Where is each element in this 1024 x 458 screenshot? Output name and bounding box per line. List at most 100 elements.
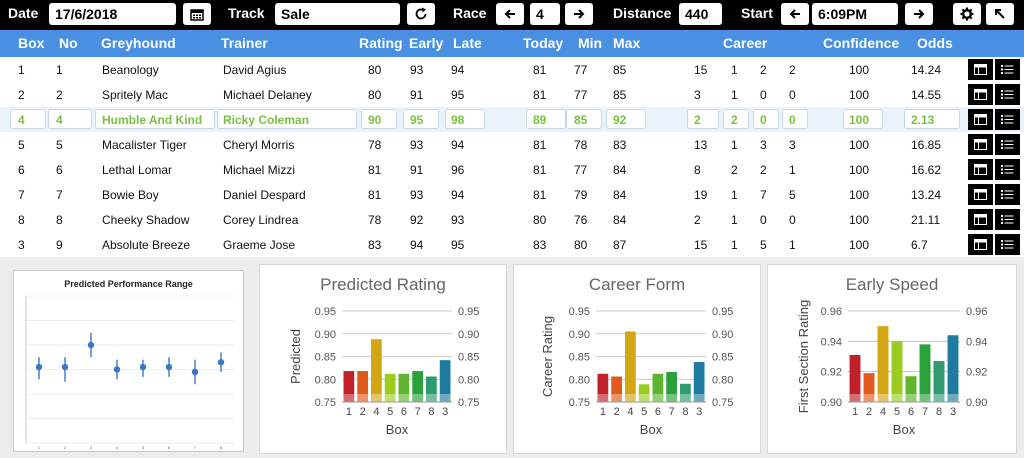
table-row[interactable]: 5 5 Macalister Tiger Cheryl Morris 78 93 94 81 7… bbox=[0, 132, 1024, 157]
range-plot: 1 2 3 4 5 6 7 8 bbox=[25, 295, 234, 450]
table-row[interactable]: 4 4 Humble And Kind Ricky Coleman 90 95 98 89 85… bbox=[0, 107, 1024, 132]
form-guide-button[interactable] bbox=[968, 109, 993, 130]
cell-min: 77 bbox=[574, 88, 588, 102]
details-list-button[interactable] bbox=[995, 109, 1020, 130]
header-rating[interactable]: Rating bbox=[359, 35, 403, 51]
bar-reflection bbox=[652, 394, 664, 402]
cell-career-seconds: 2 bbox=[760, 163, 767, 177]
selected-cell-frame bbox=[526, 109, 566, 129]
bar bbox=[398, 373, 410, 402]
details-list-button[interactable] bbox=[995, 234, 1020, 255]
start-field[interactable]: 6:09PM bbox=[812, 3, 898, 25]
details-list-button[interactable] bbox=[995, 59, 1020, 80]
header-today[interactable]: Today bbox=[523, 35, 564, 51]
table-row[interactable]: 6 6 Lethal Lomar Michael Mizzi 81 91 96 81 77 84 8… bbox=[0, 157, 1024, 182]
header-late[interactable]: Late bbox=[453, 35, 482, 51]
bar bbox=[625, 331, 636, 402]
cell-box: 5 bbox=[18, 138, 25, 152]
form-guide-button[interactable] bbox=[968, 134, 993, 155]
chart-title: Career Form bbox=[588, 275, 686, 294]
x-tick-label: 4 bbox=[627, 406, 633, 418]
header-no[interactable]: No bbox=[59, 35, 78, 51]
x-tick-label: 8 bbox=[682, 406, 688, 418]
selected-cell-frame bbox=[95, 109, 215, 129]
race-next-button[interactable] bbox=[565, 3, 593, 25]
start-prev-button[interactable] bbox=[781, 3, 809, 25]
list-icon bbox=[1001, 115, 1014, 124]
table-row[interactable]: 1 1 Beanology David Agius 80 93 94 81 77 85 15 1 2 2 1… bbox=[0, 57, 1024, 82]
y-axis-label: Predicted bbox=[288, 329, 303, 384]
cell-career-starts: 2 bbox=[694, 213, 701, 227]
cell-career-wins: 1 bbox=[731, 213, 738, 227]
header-confidence[interactable]: Confidence bbox=[823, 35, 900, 51]
header-trainer[interactable]: Trainer bbox=[221, 35, 268, 51]
y-tick-label-right: 0.95 bbox=[712, 306, 733, 318]
y-tick-label-right: 0.90 bbox=[458, 329, 479, 341]
details-list-button[interactable] bbox=[995, 209, 1020, 230]
header-early[interactable]: Early bbox=[409, 35, 444, 51]
x-tick-label: 5 bbox=[142, 445, 145, 450]
start-next-button[interactable] bbox=[905, 3, 933, 25]
cell-career-wins: 1 bbox=[731, 63, 738, 77]
range-point bbox=[113, 366, 121, 373]
bar-reflection bbox=[638, 394, 650, 402]
cell-career-wins: 1 bbox=[731, 88, 738, 102]
table-row[interactable]: 8 8 Cheeky Shadow Corey Lindrea 78 92 93 80 76 84… bbox=[0, 207, 1024, 232]
cell-career-seconds: 7 bbox=[760, 188, 767, 202]
form-guide-button[interactable] bbox=[968, 184, 993, 205]
form-guide-button[interactable] bbox=[968, 59, 993, 80]
x-tick-label: 1 bbox=[38, 445, 41, 450]
refresh-button[interactable] bbox=[407, 3, 435, 25]
list-icon bbox=[1001, 165, 1014, 174]
form-guide-button[interactable] bbox=[968, 234, 993, 255]
expand-button[interactable] bbox=[986, 3, 1014, 25]
form-guide-button[interactable] bbox=[968, 209, 993, 230]
settings-button[interactable] bbox=[953, 3, 981, 25]
cell-early: 91 bbox=[410, 88, 424, 102]
bar-reflection bbox=[680, 394, 691, 402]
table-row[interactable]: 7 7 Bowie Boy Daniel Despard 81 93 94 81 79 84 19 1… bbox=[0, 182, 1024, 207]
calendar-button[interactable] bbox=[183, 3, 211, 25]
cell-min: 77 bbox=[574, 63, 588, 77]
table-row[interactable]: 3 9 Absolute Breeze Graeme Jose 83 94 95 83 80 87… bbox=[0, 232, 1024, 257]
cell-career-wins: 1 bbox=[731, 138, 738, 152]
header-odds[interactable]: Odds bbox=[917, 35, 953, 51]
date-field[interactable]: 17/6/2018 bbox=[49, 3, 176, 25]
form-guide-button[interactable] bbox=[968, 84, 993, 105]
form-guide-button[interactable] bbox=[968, 159, 993, 180]
start-label: Start bbox=[741, 5, 773, 21]
cell-career-thirds: 3 bbox=[789, 138, 796, 152]
y-tick-label-right: 0.85 bbox=[712, 352, 733, 364]
header-min[interactable]: Min bbox=[578, 35, 603, 51]
selected-cell-frame bbox=[782, 109, 808, 129]
career-form-panel: Career Form 0.75 0.75 0.80 0.80 0.85 0.85 0.90… bbox=[513, 264, 761, 454]
race-prev-button[interactable] bbox=[496, 3, 524, 25]
row-actions bbox=[968, 209, 1020, 230]
header-career[interactable]: Career bbox=[723, 35, 768, 51]
details-list-button[interactable] bbox=[995, 84, 1020, 105]
cell-min: 78 bbox=[574, 138, 588, 152]
header-box[interactable]: Box bbox=[18, 35, 45, 51]
chart-title: Predicted Rating bbox=[320, 275, 446, 294]
distance-field[interactable]: 440 bbox=[679, 3, 722, 25]
table-icon bbox=[974, 114, 987, 125]
table-row[interactable]: 2 2 Spritely Mac Michael Delaney 80 91 95 81 77 8… bbox=[0, 82, 1024, 107]
table-icon bbox=[974, 164, 987, 175]
cell-no: 7 bbox=[56, 188, 63, 202]
y-tick-label: 0.90 bbox=[821, 397, 842, 409]
cell-early: 91 bbox=[410, 163, 424, 177]
track-field[interactable]: Sale bbox=[275, 3, 400, 25]
y-tick-label-right: 0.94 bbox=[966, 336, 987, 348]
cell-late: 93 bbox=[451, 213, 465, 227]
cell-confidence: 100 bbox=[849, 238, 870, 252]
race-field[interactable]: 4 bbox=[530, 3, 560, 25]
cell-trainer: Michael Delaney bbox=[223, 88, 312, 102]
range-point bbox=[165, 363, 173, 371]
header-greyhound[interactable]: Greyhound bbox=[101, 35, 176, 51]
details-list-button[interactable] bbox=[995, 159, 1020, 180]
cell-career-wins: 1 bbox=[731, 188, 738, 202]
details-list-button[interactable] bbox=[995, 134, 1020, 155]
details-list-button[interactable] bbox=[995, 184, 1020, 205]
header-max[interactable]: Max bbox=[613, 35, 641, 51]
y-tick-label-right: 0.90 bbox=[966, 397, 987, 409]
